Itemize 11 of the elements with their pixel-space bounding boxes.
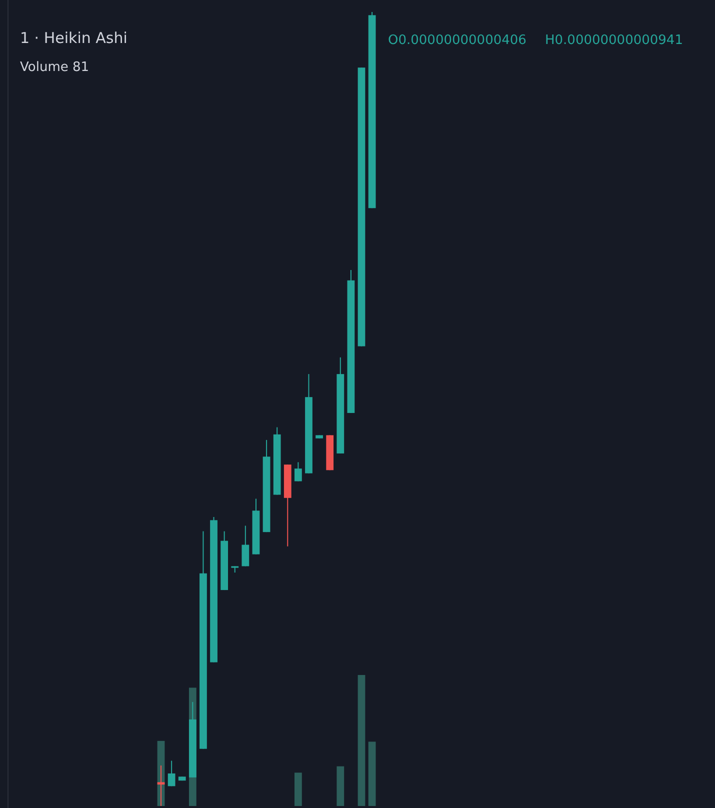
candlestick <box>242 525 250 567</box>
candlestick <box>168 760 176 787</box>
bar <box>294 772 302 806</box>
text: 1 · Heikin Ashi <box>20 29 128 47</box>
annotation: O0.00000000000406 <box>388 33 526 48</box>
bar <box>368 742 376 806</box>
annotation: H0.00000000000941 <box>545 33 683 48</box>
annotation: Volume 81 <box>20 60 90 75</box>
bar <box>358 674 366 806</box>
candlestick <box>294 462 302 482</box>
bar <box>336 766 344 806</box>
